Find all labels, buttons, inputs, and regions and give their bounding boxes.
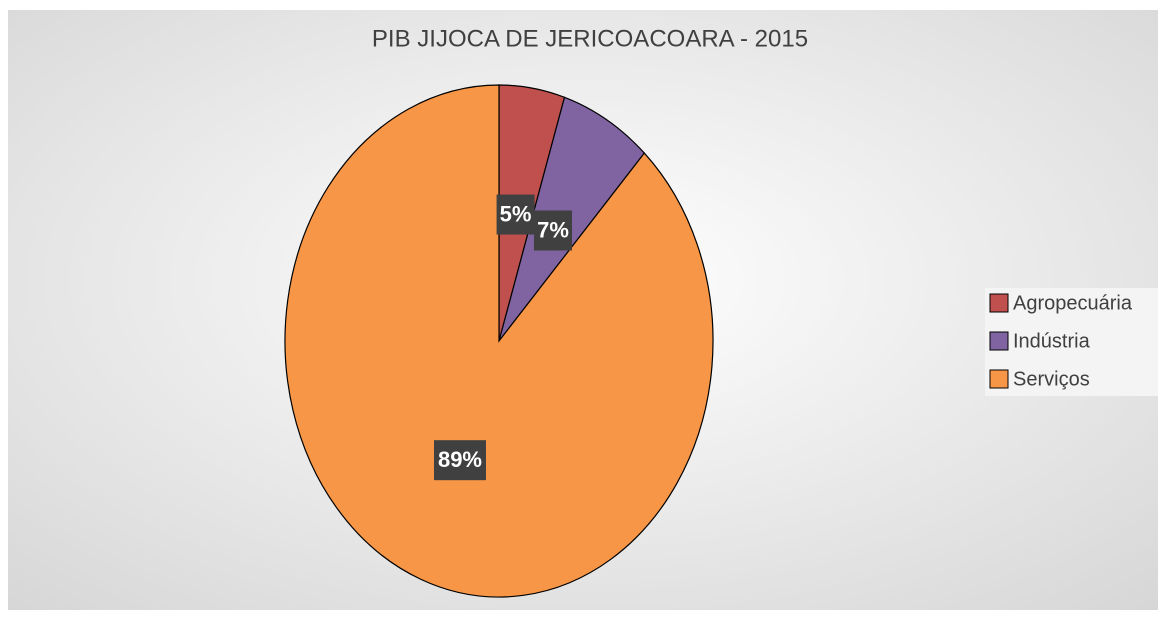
legend-swatch <box>989 293 1009 313</box>
pie-slice <box>284 84 714 598</box>
data-label-box <box>496 194 535 235</box>
legend-box <box>985 288 1158 396</box>
data-label: 89% <box>438 447 482 472</box>
data-label-box <box>533 210 572 251</box>
legend-swatch <box>989 369 1009 389</box>
data-label: 7% <box>537 217 569 242</box>
legend-swatch <box>989 331 1009 351</box>
legend-label: Serviços <box>1013 368 1090 390</box>
data-label: 5% <box>500 201 532 226</box>
chart-title: PIB JIJOCA DE JERICOACOARA - 2015 <box>372 25 808 52</box>
data-label-box <box>433 440 486 481</box>
legend-label: Agropecuária <box>1013 292 1133 314</box>
legend-label: Indústria <box>1013 330 1091 352</box>
